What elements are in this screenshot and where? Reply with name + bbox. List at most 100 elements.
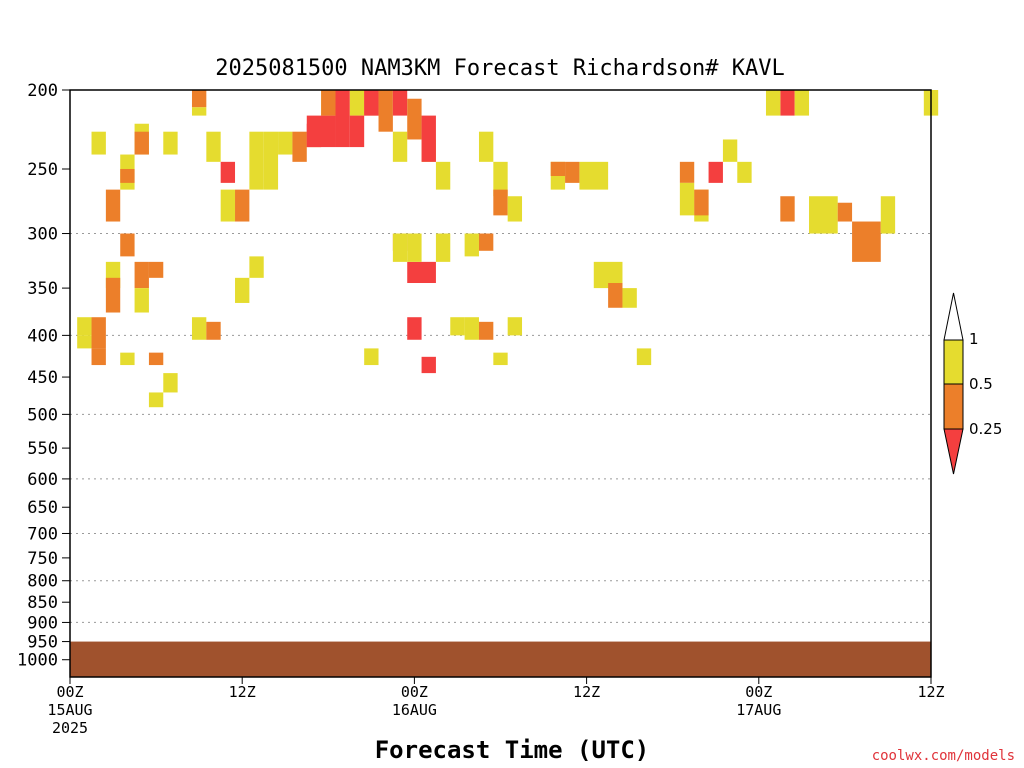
- ri-cell: [349, 90, 365, 116]
- ri-cell: [880, 196, 896, 234]
- ri-cell: [163, 373, 178, 393]
- colorbar-label: 0.25: [969, 420, 1002, 438]
- ri-cell: [507, 317, 523, 336]
- ri-cell: [407, 98, 422, 140]
- ri-cell: [407, 261, 436, 284]
- ri-cell: [263, 131, 279, 190]
- ri-cell: [134, 261, 149, 289]
- colorbar-arrow-bottom: [943, 428, 964, 475]
- ri-cell: [392, 131, 408, 162]
- ri-cell: [493, 189, 508, 216]
- ri-cell: [105, 189, 121, 222]
- y-tick-label: 750: [27, 549, 58, 569]
- ri-cell: [421, 356, 436, 374]
- ri-cell: [780, 90, 795, 116]
- ri-cell: [493, 352, 508, 366]
- ri-cell: [765, 90, 781, 116]
- ri-cell: [249, 131, 264, 190]
- ri-cell: [608, 283, 623, 308]
- colorbar-label: 0.5: [969, 375, 993, 393]
- ri-cell: [565, 161, 580, 183]
- ri-cell: [148, 261, 164, 278]
- y-tick-label: 800: [27, 572, 58, 592]
- ri-cell: [392, 90, 408, 116]
- ri-cell: [191, 107, 207, 116]
- ri-cell: [321, 90, 336, 116]
- ri-cell: [191, 90, 207, 108]
- y-tick-label: 500: [27, 405, 58, 425]
- y-tick-label: 950: [27, 633, 58, 653]
- ri-cell: [478, 321, 494, 340]
- source-credit: coolwx.com/models: [872, 748, 1015, 764]
- ri-cell: [206, 321, 221, 340]
- x-tick-label: 00Z: [56, 683, 83, 701]
- ri-cell: [507, 196, 523, 222]
- ri-cell: [220, 161, 236, 183]
- x-tick-label: 12Z: [917, 683, 944, 701]
- ri-cell: [392, 233, 408, 262]
- x-tick-label: 17AUG: [736, 701, 781, 719]
- ri-cell: [579, 161, 609, 190]
- ri-cell: [206, 131, 221, 162]
- ri-cell: [478, 233, 494, 251]
- ri-cell: [421, 115, 436, 162]
- ri-cell: [134, 131, 149, 155]
- ri-cell: [105, 277, 121, 313]
- y-tick-label: 1000: [17, 651, 58, 671]
- y-tick-label: 250: [27, 160, 58, 180]
- ri-cell: [737, 161, 752, 183]
- x-tick-label: 16AUG: [392, 701, 437, 719]
- ri-cell: [809, 196, 838, 234]
- ri-cell: [364, 90, 379, 116]
- ri-cell: [478, 131, 494, 162]
- ri-cell: [220, 189, 236, 222]
- x-tick-label: 00Z: [745, 683, 772, 701]
- colorbar-arrow-top: [943, 292, 964, 341]
- ri-cell: [837, 202, 853, 222]
- y-tick-label: 700: [27, 524, 58, 544]
- y-axis: 200 250 300 350 400 450 500 550 600 650 700 750 8008…: [17, 81, 70, 671]
- ri-cell: [550, 161, 566, 177]
- ri-cell: [708, 161, 723, 183]
- y-tick-label: 650: [27, 498, 58, 518]
- ri-cell: [120, 352, 135, 366]
- ri-cell: [148, 392, 164, 408]
- ri-cell: [91, 131, 106, 155]
- ri-cell: [780, 196, 795, 222]
- ri-cell: [493, 161, 508, 197]
- ri-cell: [349, 115, 365, 148]
- ri-cell: [722, 139, 738, 162]
- ri-cell: [335, 90, 350, 148]
- y-tick-label: 900: [27, 613, 58, 633]
- x-tick-label: 12Z: [229, 683, 256, 701]
- ri-cell: [435, 233, 451, 262]
- ri-cell: [435, 161, 451, 190]
- chart-title: 2025081500 NAM3KM Forecast Richardson# K…: [215, 56, 785, 81]
- ri-cell: [378, 90, 393, 132]
- ri-cell: [794, 90, 810, 116]
- ri-cell: [407, 233, 422, 262]
- ri-cell: [679, 161, 695, 183]
- ri-cell: [622, 288, 637, 308]
- ri-cell: [120, 233, 135, 257]
- ri-cell: [407, 317, 422, 340]
- ri-cell: [235, 189, 250, 222]
- y-tick-label: 550: [27, 439, 58, 459]
- ri-cell: [191, 317, 207, 340]
- ri-cell: [77, 335, 92, 349]
- ri-cell: [450, 317, 465, 336]
- ri-cell: [464, 317, 479, 340]
- ground-surface: [70, 641, 931, 677]
- colorbar-label: 1: [969, 330, 979, 348]
- y-tick-label: 600: [27, 470, 58, 490]
- ri-cell: [679, 182, 695, 216]
- y-tick-label: 300: [27, 225, 58, 245]
- ri-cell: [120, 168, 135, 183]
- colorbar-bin: [943, 339, 964, 385]
- ri-cell: [292, 131, 307, 162]
- ri-cell: [306, 115, 336, 148]
- ri-cell: [235, 277, 250, 303]
- ri-cell: [91, 348, 106, 366]
